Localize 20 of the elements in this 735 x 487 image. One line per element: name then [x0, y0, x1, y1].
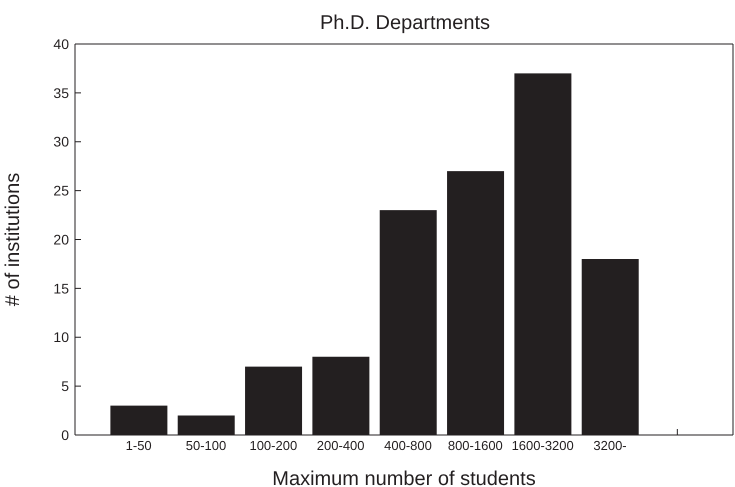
y-tick-label: 0 — [61, 426, 70, 443]
x-tick-label: 1-50 — [126, 438, 152, 454]
y-tick-label: 40 — [53, 36, 70, 52]
y-tick-label: 5 — [61, 378, 70, 394]
x-tick-label: 800-1600 — [448, 438, 503, 454]
x-tick-label: 3200- — [593, 438, 627, 454]
y-tick-label: 35 — [53, 84, 70, 101]
x-tick-label: 100-200 — [249, 438, 298, 454]
y-tick-label: 30 — [53, 134, 70, 150]
y-tick-label: 10 — [53, 329, 70, 346]
y-tick-label: 25 — [53, 182, 70, 199]
y-tick-label: 15 — [53, 280, 70, 296]
y-tick-label: 20 — [53, 231, 70, 248]
x-tick-label: 400-800 — [384, 438, 432, 454]
x-axis-title: Maximum number of students — [272, 468, 536, 487]
x-tick-label: 1600-3200 — [512, 438, 574, 454]
chart-title: Ph.D. Departments — [318, 12, 492, 35]
y-axis-title: # of institutions — [2, 172, 24, 306]
x-tick-label: 200-400 — [316, 438, 365, 454]
x-tick-label: 50-100 — [186, 438, 226, 454]
